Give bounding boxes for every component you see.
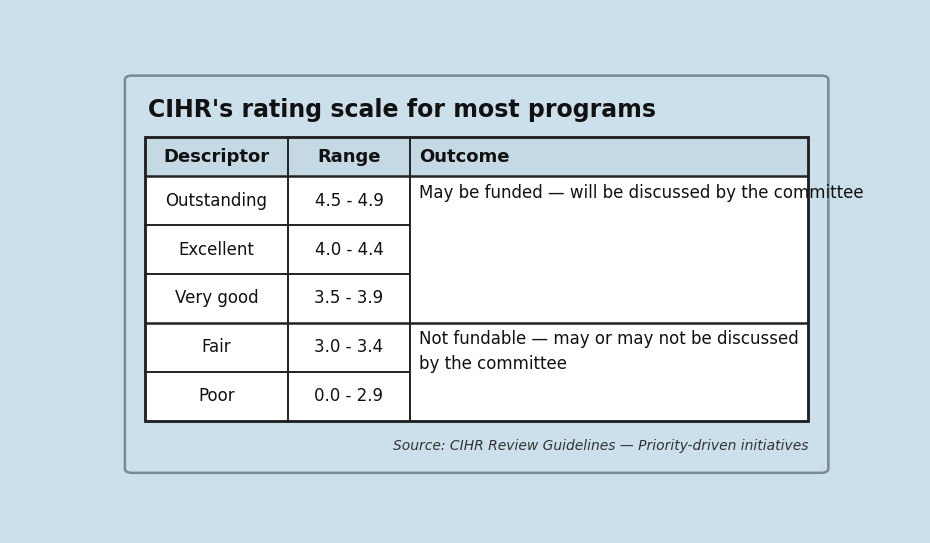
Text: Poor: Poor xyxy=(198,387,234,405)
Text: 4.0 - 4.4: 4.0 - 4.4 xyxy=(314,241,383,258)
Text: 3.5 - 3.9: 3.5 - 3.9 xyxy=(314,289,383,307)
Text: 4.5 - 4.9: 4.5 - 4.9 xyxy=(314,192,383,210)
Text: Very good: Very good xyxy=(175,289,259,307)
Bar xyxy=(145,371,808,420)
Bar xyxy=(145,176,808,225)
Text: Range: Range xyxy=(317,148,380,166)
Text: CIHR's rating scale for most programs: CIHR's rating scale for most programs xyxy=(148,98,656,122)
FancyBboxPatch shape xyxy=(125,75,829,473)
Text: Descriptor: Descriptor xyxy=(164,148,270,166)
Bar xyxy=(145,137,808,420)
Bar xyxy=(145,225,808,274)
Text: 0.0 - 2.9: 0.0 - 2.9 xyxy=(314,387,383,405)
Text: Excellent: Excellent xyxy=(179,241,254,258)
Text: Source: CIHR Review Guidelines — Priority-driven initiatives: Source: CIHR Review Guidelines — Priorit… xyxy=(392,439,808,453)
Bar xyxy=(145,323,808,371)
Bar xyxy=(145,137,808,420)
Text: Outstanding: Outstanding xyxy=(166,192,267,210)
Text: May be funded — will be discussed by the committee: May be funded — will be discussed by the… xyxy=(418,184,864,201)
Text: 3.0 - 3.4: 3.0 - 3.4 xyxy=(314,338,383,356)
Text: Outcome: Outcome xyxy=(418,148,510,166)
Text: Not fundable — may or may not be discussed
by the committee: Not fundable — may or may not be discuss… xyxy=(418,330,799,374)
Text: Fair: Fair xyxy=(202,338,232,356)
Bar xyxy=(145,137,808,176)
Bar xyxy=(145,274,808,323)
